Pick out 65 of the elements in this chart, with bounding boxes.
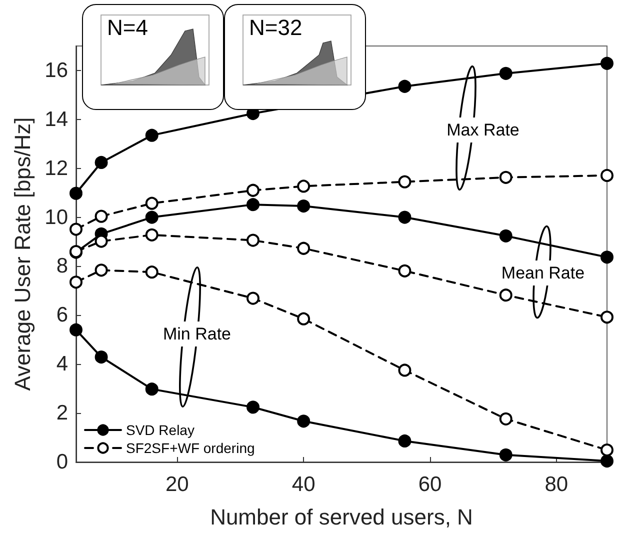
y-tick-label: 4 xyxy=(56,352,68,376)
point xyxy=(398,80,412,93)
point xyxy=(297,312,310,326)
point xyxy=(246,184,260,197)
y-tick-label: 10 xyxy=(44,206,68,229)
point xyxy=(600,168,614,182)
point xyxy=(499,170,512,184)
point xyxy=(246,198,260,212)
y-axis-title: Average User Rate [bps/Hz] xyxy=(10,117,36,391)
point xyxy=(246,234,260,247)
x-tick-label: 80 xyxy=(544,473,568,496)
x-tick-label: 60 xyxy=(418,473,442,496)
point xyxy=(600,310,614,324)
point xyxy=(398,264,412,278)
annotation: Max Rate xyxy=(446,120,520,140)
point xyxy=(145,128,158,142)
point xyxy=(499,412,512,426)
point xyxy=(398,434,412,448)
annotation: Mean Rate xyxy=(501,264,585,282)
point xyxy=(246,292,260,305)
x-tick-label: 20 xyxy=(165,473,189,496)
point xyxy=(499,448,512,462)
point xyxy=(398,364,412,377)
point xyxy=(246,400,260,414)
x-axis-title: Number of served users, N xyxy=(210,504,473,530)
point xyxy=(398,175,412,188)
point xyxy=(94,350,108,364)
point xyxy=(70,276,82,289)
annotation: Min Rate xyxy=(162,324,232,344)
point xyxy=(70,323,82,336)
point xyxy=(398,210,412,224)
y-tick-label: 16 xyxy=(44,58,68,82)
point xyxy=(70,186,82,200)
point xyxy=(145,382,158,396)
point xyxy=(70,222,82,236)
point xyxy=(499,66,512,80)
point xyxy=(145,266,158,279)
point xyxy=(145,228,158,242)
histogram-inset: N=32 xyxy=(224,4,366,110)
point xyxy=(94,210,108,223)
point xyxy=(297,200,310,213)
point xyxy=(600,444,614,457)
point xyxy=(499,288,512,302)
point xyxy=(297,414,310,428)
legend-label: SVD Relay xyxy=(126,422,194,438)
point xyxy=(600,56,614,70)
point xyxy=(94,234,108,248)
y-tick-label: 14 xyxy=(44,108,68,131)
point xyxy=(145,210,158,224)
histogram-inset: N=4 xyxy=(82,4,224,110)
legend-label: SF2SF+WF ordering xyxy=(126,440,255,456)
point xyxy=(297,180,310,193)
point xyxy=(600,454,614,468)
point xyxy=(499,229,512,242)
y-tick-label: 8 xyxy=(56,254,68,278)
point xyxy=(145,196,158,210)
y-tick-label: 0 xyxy=(56,450,68,474)
point xyxy=(94,264,108,277)
point xyxy=(94,156,108,169)
point xyxy=(600,250,614,264)
point xyxy=(297,242,310,255)
y-tick-label: 2 xyxy=(56,402,68,425)
y-tick-label: 6 xyxy=(56,304,68,327)
x-tick-label: 40 xyxy=(292,473,316,496)
y-tick-label: 12 xyxy=(44,156,68,180)
